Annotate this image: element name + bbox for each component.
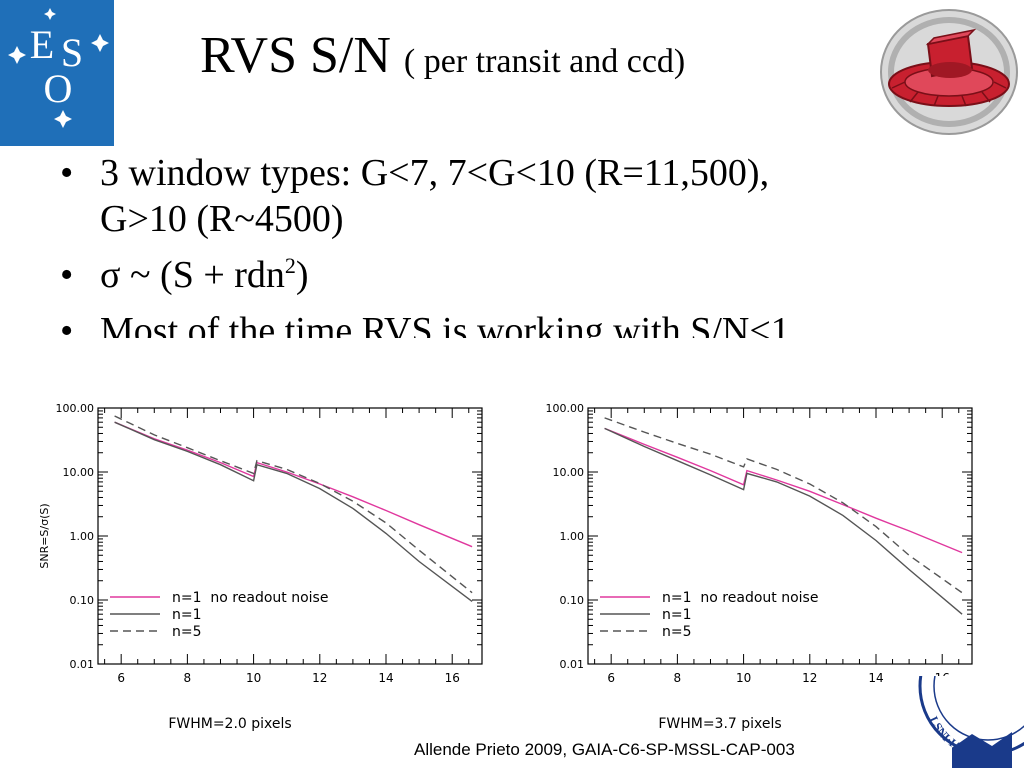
eso-star-icon (8, 8, 109, 128)
eso-logo-background (0, 0, 114, 146)
x-tick-label: 10 (736, 671, 751, 685)
y-tick-label: 10.00 (553, 466, 585, 479)
gaia-logo (880, 9, 1018, 135)
snr-chart-fwhm-2: 100.00 10.00 1.00 0.10 0.01 6 8 10 12 14 16 n=1 no … (38, 402, 483, 732)
y-tick-label: 100.00 (546, 402, 585, 415)
plot-frame (97, 407, 483, 665)
x-tick-label: 12 (802, 671, 817, 685)
x-axis-label: FWHM=3.7 pixels (658, 716, 781, 732)
series-line-2 (114, 421, 473, 602)
x-tick-label: 8 (184, 671, 192, 685)
x-tick-label: 6 (607, 671, 615, 685)
y-tick-label: 10.00 (63, 466, 95, 479)
bullet-2-superscript: 2 (284, 253, 296, 278)
x-tick-label: 10 (246, 671, 261, 685)
title-main: RVS S/N (200, 27, 391, 84)
y-tick-label: 0.10 (70, 594, 95, 607)
bullet-3-text: Most of the time RVS is working with S/N… (100, 310, 790, 338)
bullet-rvs-snr: Most of the time RVS is working with S/N… (58, 308, 978, 338)
x-tick-label: 16 (445, 671, 460, 685)
bullet-1-line-2: G>10 (R~4500) (100, 198, 344, 240)
series-line-1 (114, 421, 473, 548)
y-tick-label: 100.00 (56, 402, 95, 415)
x-tick-label: 12 (312, 671, 327, 685)
legend-label: n=5 (172, 624, 202, 640)
series-line-2 (604, 427, 963, 615)
bullet-window-types: 3 window types: G<7, 7<G<10 (R=11,500), … (58, 150, 978, 242)
title-subtitle: ( per transit and ccd) (403, 43, 686, 80)
legend-label: n=1 no readout noise (172, 590, 328, 606)
x-tick-label: 14 (378, 671, 393, 685)
bullet-sigma: σ ~ (S + rdn2) (58, 252, 978, 298)
series-line-3 (114, 415, 473, 594)
x-tick-label: 14 (868, 671, 883, 685)
x-tick-label: 8 (674, 671, 682, 685)
iac-logo: LSNI·IAC·SAVE (918, 676, 1024, 768)
eso-letter-o: O (44, 66, 73, 111)
bullet-2-close: ) (295, 254, 309, 296)
x-tick-label: 6 (117, 671, 125, 685)
y-tick-label: 1.00 (560, 530, 585, 543)
bullet-1-line-1: 3 window types: G<7, 7<G<10 (R=11,500), (100, 152, 770, 194)
legend-label: n=5 (662, 624, 692, 640)
y-tick-label: 1.00 (70, 530, 95, 543)
citation-caption: Allende Prieto 2009, GAIA-C6-SP-MSSL-CAP… (414, 740, 795, 759)
legend-label: n=1 (662, 607, 692, 623)
legend-label: n=1 no readout noise (662, 590, 818, 606)
y-tick-label: 0.01 (70, 658, 95, 671)
y-tick-label: 0.01 (560, 658, 585, 671)
bullet-2-text: σ ~ (S + rdn (100, 254, 285, 296)
x-axis-label: FWHM=2.0 pixels (168, 716, 291, 732)
y-axis-label: SNR=S/σ(S) (38, 503, 51, 568)
bullet-list: 3 window types: G<7, 7<G<10 (R=11,500), … (58, 150, 978, 348)
slide-title: RVS S/N ( per transit and ccd) (200, 26, 685, 85)
eso-logo: E S O (0, 0, 114, 146)
y-tick-label: 0.10 (560, 594, 585, 607)
eso-letter-e: E (30, 22, 54, 67)
series-line-1 (604, 427, 963, 554)
eso-letter-s: S (61, 30, 83, 75)
series-line-3 (604, 417, 963, 594)
legend-label: n=1 (172, 607, 202, 623)
